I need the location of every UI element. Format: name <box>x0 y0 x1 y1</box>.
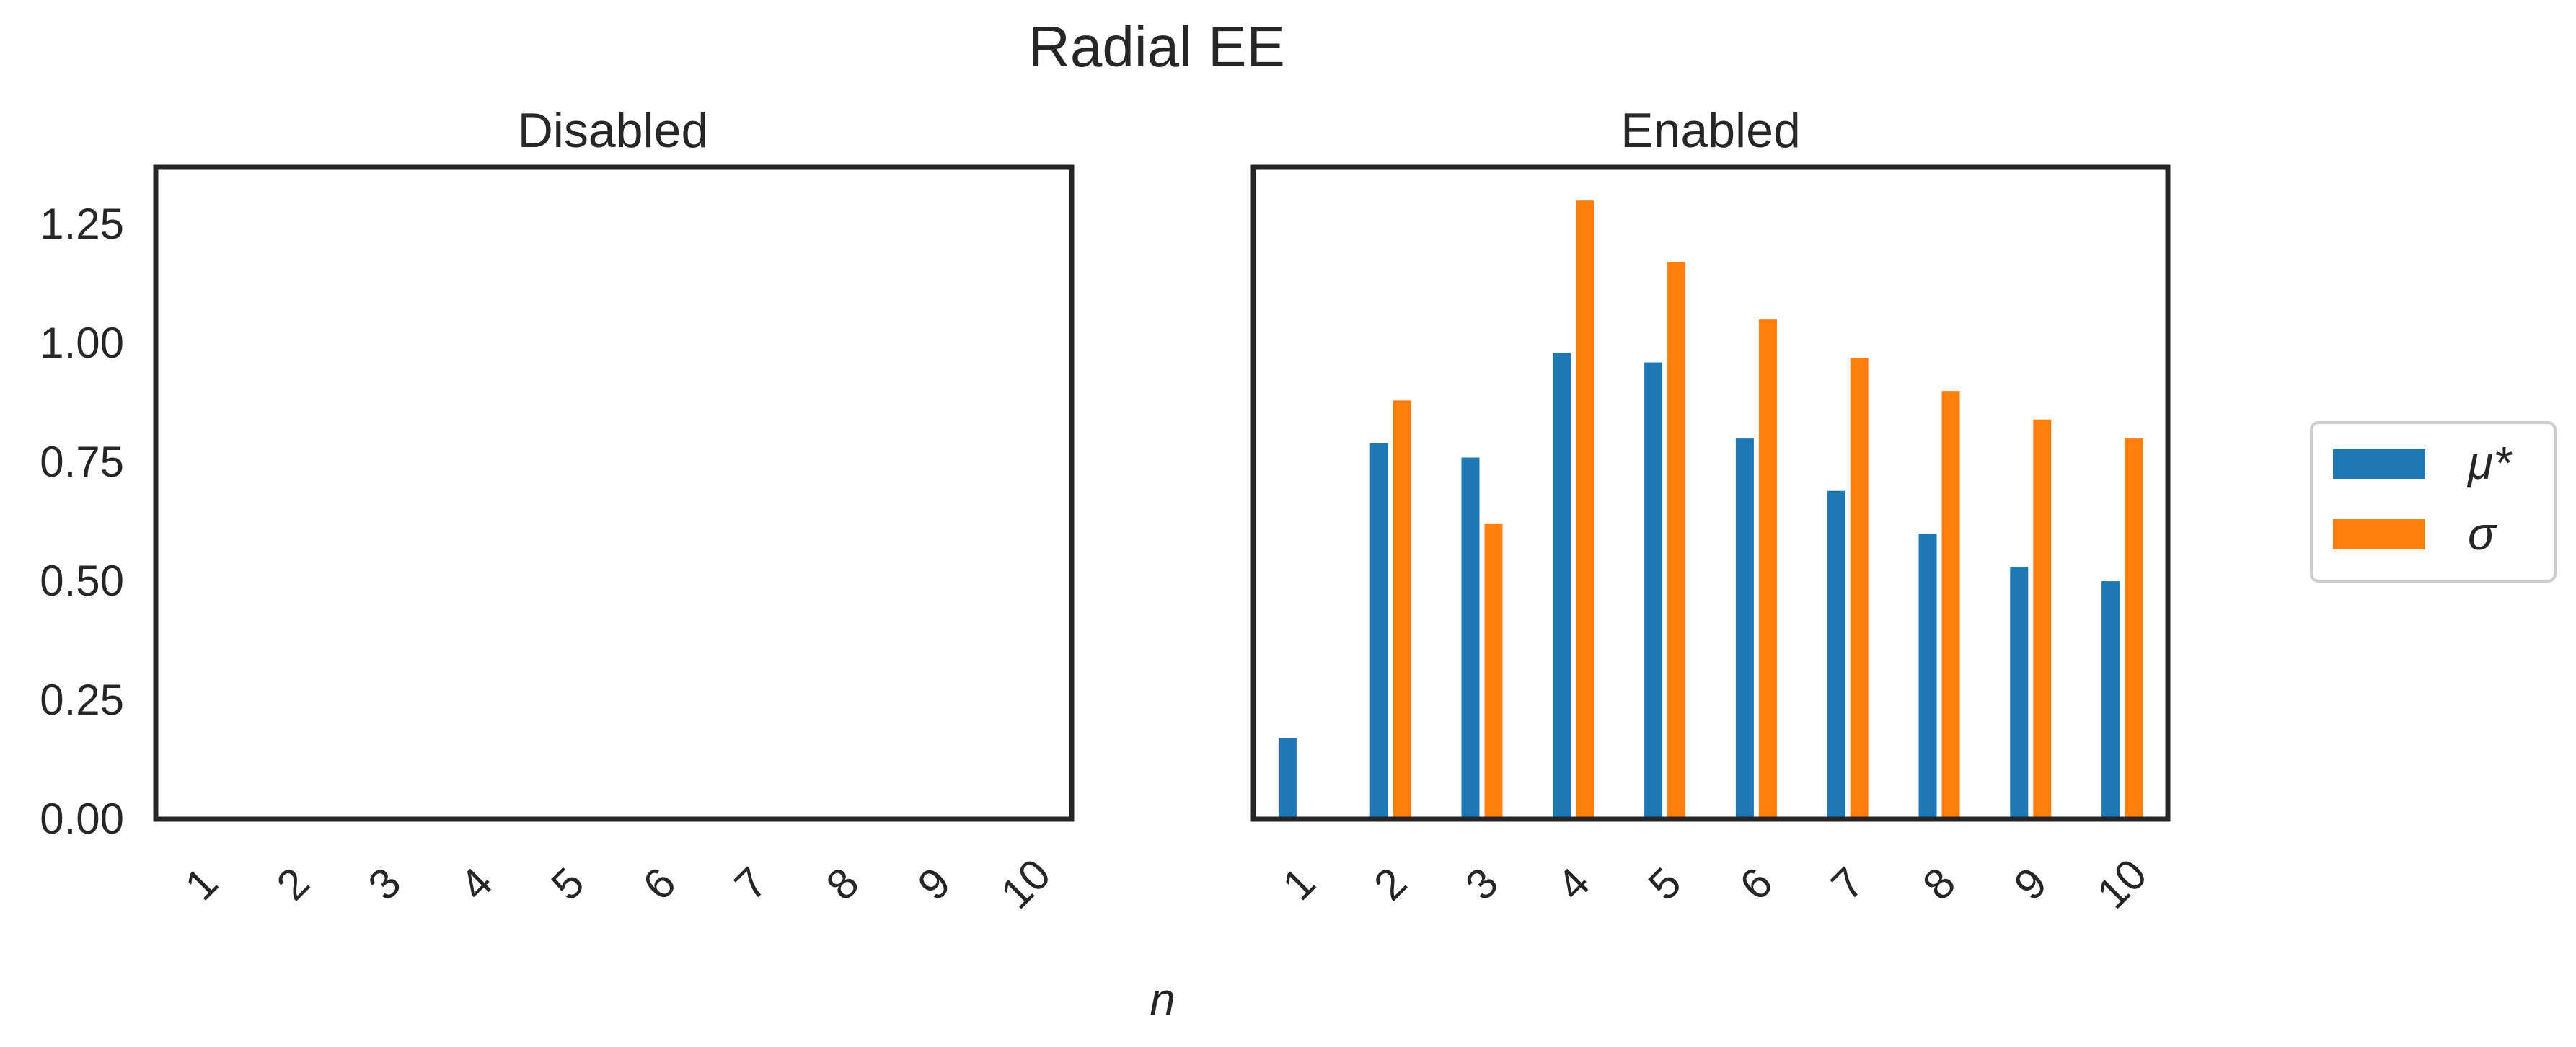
x-tick-label: 1 <box>176 858 227 909</box>
bar-mu-5 <box>1644 362 1663 817</box>
panel-title-disabled: Disabled <box>518 103 709 158</box>
legend-swatch-sigma <box>2333 519 2425 549</box>
chart-title: Radial EE <box>1028 14 1285 79</box>
bar-mu-4 <box>1553 353 1571 817</box>
x-tick-label: 3 <box>1456 858 1507 909</box>
legend-label-sigma: σ <box>2468 508 2497 560</box>
x-tick-label: 2 <box>268 858 319 909</box>
x-tick-label: 6 <box>634 858 685 909</box>
legend-swatch-mu <box>2333 449 2425 479</box>
bar-sigma-6 <box>1758 319 1777 817</box>
x-tick-label: 6 <box>1731 858 1782 909</box>
bar-sigma-10 <box>2125 438 2143 817</box>
panel-enabled: Enabled 1 2 3 4 5 6 7 8 9 10 <box>1250 103 2171 918</box>
x-tick-label: 3 <box>359 858 410 909</box>
bar-mu-2 <box>1369 443 1388 817</box>
x-tick-label: 8 <box>817 858 868 909</box>
x-tick-label: 10 <box>992 849 1060 918</box>
bar-mu-10 <box>2101 581 2120 817</box>
x-tick-label: 1 <box>1274 858 1325 909</box>
x-tick-label: 4 <box>451 858 502 909</box>
x-axis-label: n <box>1150 973 1175 1025</box>
legend-frame <box>2310 421 2557 583</box>
bar-mu-6 <box>1735 438 1754 817</box>
axes-frame-1 <box>1250 164 2171 822</box>
x-tick-label: 7 <box>1822 858 1873 909</box>
x-tick-label: 10 <box>2088 849 2156 918</box>
y-tick-label: 1.25 <box>40 200 124 248</box>
x-tick-label: 2 <box>1364 858 1416 909</box>
panel-disabled: Disabled 0.00 0.25 0.50 0.75 1.00 1.25 1 2 3 4 5 6 7… <box>40 103 1075 918</box>
y-tick-label: 0.50 <box>40 557 124 605</box>
bar-mu-8 <box>1918 534 1937 817</box>
bar-sigma-7 <box>1850 357 1869 817</box>
bar-sigma-3 <box>1484 524 1503 817</box>
bar-sigma-4 <box>1576 200 1594 817</box>
legend: μ* σ <box>2310 421 2557 583</box>
bar-sigma-5 <box>1667 262 1686 817</box>
bar-mu-7 <box>1827 490 1845 817</box>
panel-title-enabled: Enabled <box>1620 103 1801 158</box>
bar-sigma-8 <box>1941 391 1960 817</box>
bar-mu-9 <box>2010 567 2029 817</box>
axes-frame-0 <box>153 164 1075 822</box>
bar-mu-3 <box>1461 457 1480 817</box>
x-tick-label: 8 <box>1913 858 1964 909</box>
bar-sigma-2 <box>1393 400 1411 817</box>
bar-sigma-9 <box>2033 419 2052 817</box>
y-tick-label: 0.25 <box>40 676 124 724</box>
y-tick-label: 0.00 <box>40 795 124 843</box>
x-tick-label: 9 <box>909 858 960 909</box>
x-tick-label: 9 <box>2005 858 2056 909</box>
bar-mu-1 <box>1278 738 1297 817</box>
y-tick-label: 1.00 <box>40 319 124 367</box>
x-tick-label: 5 <box>542 858 594 909</box>
x-tick-label: 7 <box>725 858 777 909</box>
x-tick-label: 4 <box>1548 858 1599 909</box>
x-tick-label: 5 <box>1639 858 1690 909</box>
legend-label-mu: μ* <box>2466 437 2513 489</box>
y-tick-label: 0.75 <box>40 438 124 486</box>
